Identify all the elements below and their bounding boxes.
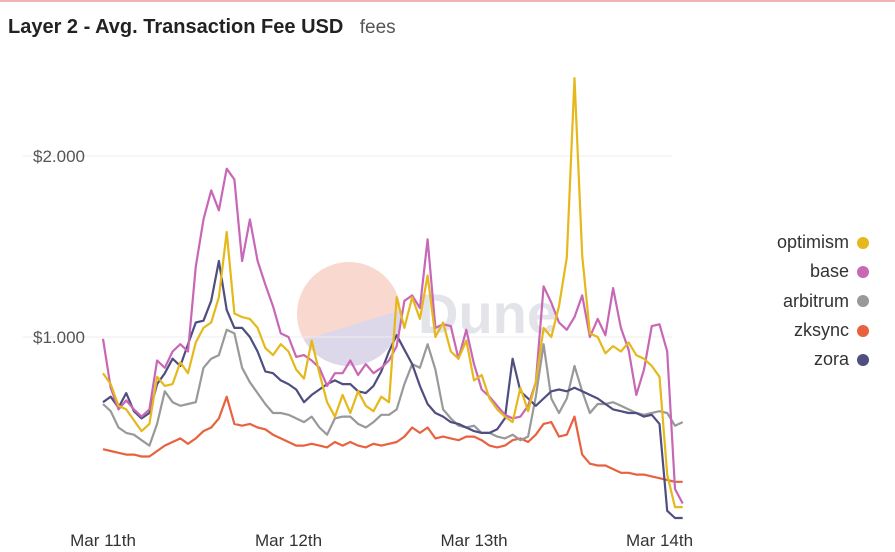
legend-label: optimism — [776, 232, 849, 253]
x-tick-label: Mar 11th — [70, 531, 136, 550]
legend-color-dot — [857, 353, 869, 366]
legend-color-dot — [857, 324, 869, 337]
legend-label: zksync — [793, 320, 849, 341]
legend-item-zksync[interactable]: zksync — [777, 316, 869, 345]
y-axis: $1.000 $2.000 — [33, 147, 85, 347]
watermark-logo-wedge — [297, 310, 401, 366]
y-tick-label: $1.000 — [33, 328, 85, 347]
x-axis: Mar 11th Mar 12th Mar 13th Mar 14th — [70, 531, 693, 550]
legend: optimism base arbitrum zksync zora — [777, 228, 869, 374]
legend-item-zora[interactable]: zora — [777, 345, 869, 374]
y-tick-label: $2.000 — [33, 147, 85, 166]
chart-header: Layer 2 - Avg. Transaction Fee USD fees — [8, 16, 396, 39]
legend-color-dot — [857, 236, 869, 249]
chart-title: Layer 2 - Avg. Transaction Fee USD — [8, 16, 344, 38]
legend-item-base[interactable]: base — [777, 257, 869, 286]
dune-watermark: Dune — [297, 262, 558, 366]
series-line-arbitrum[interactable] — [102, 328, 684, 447]
series-lines — [101, 77, 684, 520]
x-tick-label: Mar 12th — [255, 531, 322, 550]
legend-label: zora — [813, 349, 849, 370]
legend-color-dot — [857, 265, 869, 278]
watermark-text: Dune — [418, 282, 558, 345]
series-line-optimism[interactable] — [102, 77, 683, 509]
legend-color-dot — [857, 295, 869, 308]
top-accent-line — [0, 0, 895, 2]
grid-lines — [23, 155, 672, 338]
legend-label: arbitrum — [782, 290, 849, 311]
series-line-zksync[interactable] — [102, 395, 683, 483]
legend-item-optimism[interactable]: optimism — [777, 228, 869, 257]
x-tick-label: Mar 14th — [626, 531, 693, 550]
legend-label: base — [809, 261, 849, 282]
x-tick-label: Mar 13th — [440, 531, 507, 550]
chart-subtitle: fees — [359, 17, 396, 38]
legend-item-arbitrum[interactable]: arbitrum — [777, 287, 869, 316]
